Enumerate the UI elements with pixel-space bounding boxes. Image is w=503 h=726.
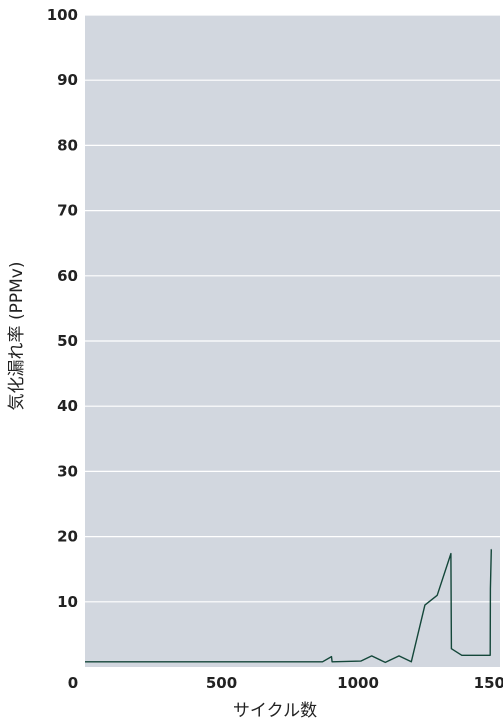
y-tick-label: 20 <box>57 528 78 546</box>
series-line <box>85 548 492 664</box>
y-tick-label: 90 <box>57 71 78 89</box>
y-tick-label: 60 <box>57 267 78 285</box>
y-axis-ticks: 10 20 30 40 50 60 70 80 90 100 <box>47 6 78 611</box>
x-tick-label: 1000 <box>337 674 379 692</box>
y-tick-label: 40 <box>57 397 78 415</box>
x-tick-label: 0 <box>68 674 78 692</box>
y-tick-label: 30 <box>57 462 78 480</box>
y-tick-label: 70 <box>57 202 78 220</box>
gridlines <box>85 14 500 603</box>
y-tick-label: 80 <box>57 136 78 154</box>
y-tick-label: 50 <box>57 332 78 350</box>
y-axis-label: 気化漏れ率 (PPMv) <box>7 262 27 411</box>
y-tick-label: 10 <box>57 593 78 611</box>
y-tick-label: 100 <box>47 6 78 24</box>
x-tick-label: 500 <box>206 674 237 692</box>
x-tick-label: 1500 <box>474 674 503 692</box>
x-axis-label: サイクル数 <box>233 701 317 721</box>
x-axis-ticks: 0 500 1000 1500 <box>68 674 503 692</box>
